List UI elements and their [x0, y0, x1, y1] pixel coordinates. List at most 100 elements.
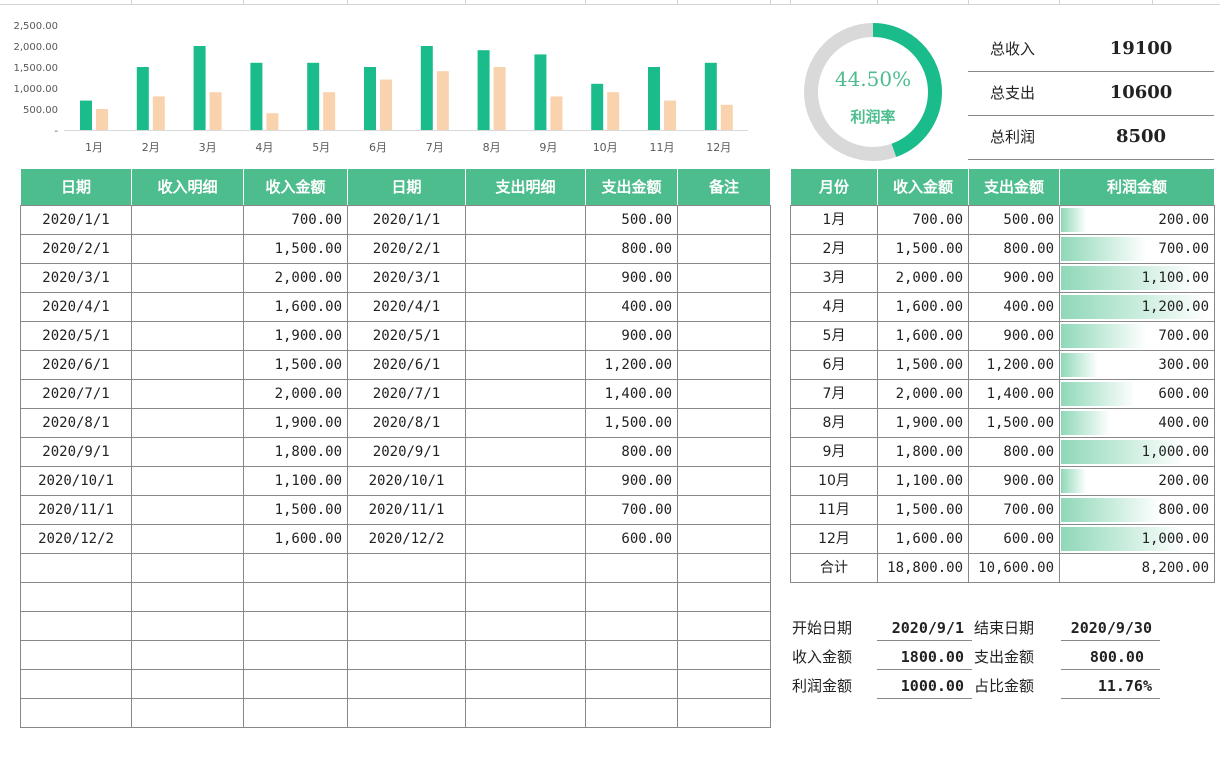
table-cell[interactable]	[243, 640, 348, 670]
table-cell[interactable]: 2020/8/1	[20, 408, 132, 438]
table-cell[interactable]: 10月	[790, 466, 878, 496]
table-cell[interactable]: 1,600.00	[877, 321, 969, 351]
table-cell[interactable]: 2020/10/1	[20, 466, 132, 496]
table-cell[interactable]: 200.00	[1059, 205, 1215, 235]
table-cell[interactable]: 1,400.00	[968, 379, 1060, 409]
table-cell[interactable]	[347, 553, 466, 583]
table-cell[interactable]	[585, 640, 678, 670]
table-cell[interactable]: 2020/3/1	[20, 263, 132, 293]
table-cell[interactable]	[465, 379, 586, 409]
table-cell[interactable]: 2020/1/1	[347, 205, 466, 235]
table-cell[interactable]: 2020/4/1	[347, 292, 466, 322]
table-cell[interactable]: 4月	[790, 292, 878, 322]
table-cell[interactable]	[131, 263, 244, 293]
table-cell[interactable]	[243, 669, 348, 699]
table-cell[interactable]	[347, 611, 466, 641]
table-cell[interactable]	[677, 466, 771, 496]
table-cell[interactable]: 900.00	[585, 263, 678, 293]
table-cell[interactable]: 1,500.00	[877, 350, 969, 380]
table-cell[interactable]: 900.00	[968, 321, 1060, 351]
table-cell[interactable]	[131, 524, 244, 554]
table-cell[interactable]: 2020/6/1	[347, 350, 466, 380]
table-cell[interactable]	[131, 379, 244, 409]
table-cell[interactable]	[347, 698, 466, 728]
table-cell[interactable]	[131, 350, 244, 380]
column-header[interactable]: 备注	[677, 168, 771, 206]
table-cell[interactable]: 1,600.00	[243, 292, 348, 322]
table-cell[interactable]: 1,500.00	[877, 234, 969, 264]
table-cell[interactable]: 400.00	[968, 292, 1060, 322]
table-cell[interactable]: 2020/7/1	[20, 379, 132, 409]
table-cell[interactable]	[465, 553, 586, 583]
table-cell[interactable]	[677, 292, 771, 322]
table-cell[interactable]: 2020/3/1	[347, 263, 466, 293]
table-cell[interactable]: 1,200.00	[1059, 292, 1215, 322]
table-cell[interactable]	[677, 553, 771, 583]
table-cell[interactable]: 2020/11/1	[20, 495, 132, 525]
table-cell[interactable]: 1月	[790, 205, 878, 235]
table-cell[interactable]	[465, 292, 586, 322]
table-cell[interactable]: 2020/2/1	[20, 234, 132, 264]
table-cell[interactable]	[677, 524, 771, 554]
table-cell[interactable]: 11月	[790, 495, 878, 525]
table-cell[interactable]	[677, 321, 771, 351]
table-cell[interactable]: 1,200.00	[585, 350, 678, 380]
column-header[interactable]: 日期	[20, 168, 132, 206]
table-cell[interactable]: 2020/9/1	[347, 437, 466, 467]
table-cell[interactable]	[677, 698, 771, 728]
column-header[interactable]: 收入金额	[877, 168, 969, 206]
table-cell[interactable]	[131, 495, 244, 525]
column-header[interactable]: 支出金额	[585, 168, 678, 206]
table-cell[interactable]: 900.00	[585, 466, 678, 496]
table-cell[interactable]: 700.00	[1059, 321, 1215, 351]
table-cell[interactable]	[465, 350, 586, 380]
table-cell[interactable]: 700.00	[1059, 234, 1215, 264]
table-cell[interactable]: 2020/1/1	[20, 205, 132, 235]
table-cell[interactable]	[131, 292, 244, 322]
table-cell[interactable]: 800.00	[968, 437, 1060, 467]
start-date-value[interactable]: 2020/9/1	[877, 615, 972, 641]
table-cell[interactable]: 2020/9/1	[20, 437, 132, 467]
table-cell[interactable]: 2020/10/1	[347, 466, 466, 496]
table-cell[interactable]: 800.00	[585, 234, 678, 264]
table-cell[interactable]: 200.00	[1059, 466, 1215, 496]
table-cell[interactable]: 900.00	[585, 321, 678, 351]
table-cell[interactable]: 1,900.00	[243, 321, 348, 351]
table-cell[interactable]: 1,100.00	[243, 466, 348, 496]
table-cell[interactable]	[677, 640, 771, 670]
end-date-value[interactable]: 2020/9/30	[1061, 615, 1160, 641]
table-cell[interactable]	[465, 669, 586, 699]
table-cell[interactable]: 2020/8/1	[347, 408, 466, 438]
table-cell[interactable]	[585, 611, 678, 641]
table-cell[interactable]	[243, 582, 348, 612]
table-cell[interactable]: 2,000.00	[243, 379, 348, 409]
column-header[interactable]: 月份	[790, 168, 878, 206]
table-cell[interactable]	[465, 640, 586, 670]
table-cell[interactable]	[677, 263, 771, 293]
table-cell[interactable]: 2020/12/2	[347, 524, 466, 554]
table-cell[interactable]: 600.00	[1059, 379, 1215, 409]
table-cell[interactable]	[677, 234, 771, 264]
table-cell[interactable]: 1,500.00	[877, 495, 969, 525]
table-cell[interactable]: 800.00	[1059, 495, 1215, 525]
table-cell[interactable]	[465, 263, 586, 293]
table-cell[interactable]: 3月	[790, 263, 878, 293]
table-cell[interactable]: 700.00	[877, 205, 969, 235]
table-cell[interactable]	[131, 640, 244, 670]
table-cell[interactable]: 1,200.00	[968, 350, 1060, 380]
table-cell[interactable]	[585, 698, 678, 728]
table-cell[interactable]	[131, 582, 244, 612]
column-header[interactable]: 利润金额	[1059, 168, 1215, 206]
table-cell[interactable]	[131, 466, 244, 496]
table-cell[interactable]: 1,100.00	[877, 466, 969, 496]
table-cell[interactable]	[677, 350, 771, 380]
table-cell[interactable]: 2020/5/1	[20, 321, 132, 351]
table-cell[interactable]: 1,500.00	[585, 408, 678, 438]
table-cell[interactable]: 800.00	[968, 234, 1060, 264]
table-cell[interactable]: 9月	[790, 437, 878, 467]
table-cell[interactable]	[677, 611, 771, 641]
table-cell[interactable]	[347, 669, 466, 699]
table-cell[interactable]: 8月	[790, 408, 878, 438]
table-cell[interactable]	[465, 205, 586, 235]
table-cell[interactable]	[465, 611, 586, 641]
